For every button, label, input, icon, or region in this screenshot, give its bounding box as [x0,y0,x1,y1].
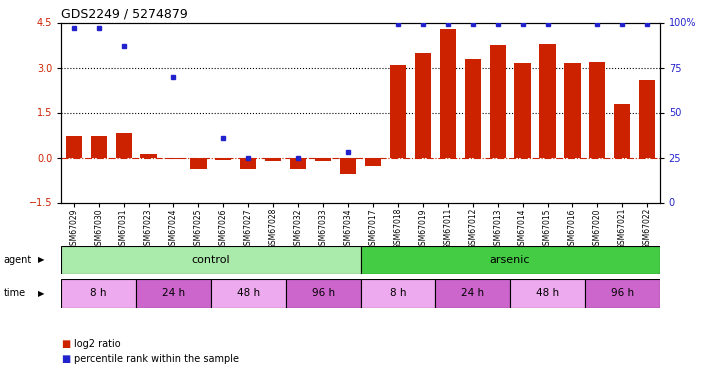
Bar [286,279,360,308]
Text: GDS2249 / 5274879: GDS2249 / 5274879 [61,8,188,21]
Bar [365,158,381,166]
Text: 96 h: 96 h [611,288,634,298]
Bar [216,158,231,160]
Text: agent: agent [4,255,32,265]
Text: 96 h: 96 h [311,288,335,298]
Bar [91,136,107,158]
Bar [141,154,156,158]
Text: ■: ■ [61,339,71,349]
Bar [190,158,206,169]
Text: ■: ■ [61,354,71,364]
Bar [315,158,331,161]
Text: percentile rank within the sample: percentile rank within the sample [74,354,239,364]
Bar [115,133,132,158]
Bar [211,279,286,308]
Text: control: control [192,255,230,265]
Text: log2 ratio: log2 ratio [74,339,121,349]
Bar [639,80,655,158]
Bar [360,279,435,308]
Bar [165,158,182,159]
Bar [240,158,257,169]
Bar [614,104,630,158]
Bar [589,62,606,158]
Bar [66,136,82,158]
Bar [415,53,431,158]
Bar [585,279,660,308]
Text: arsenic: arsenic [490,255,531,265]
Text: 48 h: 48 h [236,288,260,298]
Bar [61,279,136,308]
Text: ▶: ▶ [37,255,44,264]
Bar [136,279,211,308]
Bar [360,246,660,274]
Bar [435,279,510,308]
Bar [290,158,306,169]
Text: 24 h: 24 h [461,288,485,298]
Bar [539,44,556,158]
Bar [61,246,360,274]
Text: 8 h: 8 h [90,288,107,298]
Text: 8 h: 8 h [389,288,406,298]
Text: time: time [4,288,26,298]
Bar [565,63,580,158]
Text: ▶: ▶ [37,289,44,298]
Bar [390,64,406,158]
Bar [440,28,456,158]
Bar [510,279,585,308]
Bar [464,58,481,158]
Bar [340,158,356,174]
Bar [265,158,281,160]
Text: 24 h: 24 h [162,288,185,298]
Bar [515,63,531,158]
Bar [490,45,505,158]
Text: 48 h: 48 h [536,288,559,298]
